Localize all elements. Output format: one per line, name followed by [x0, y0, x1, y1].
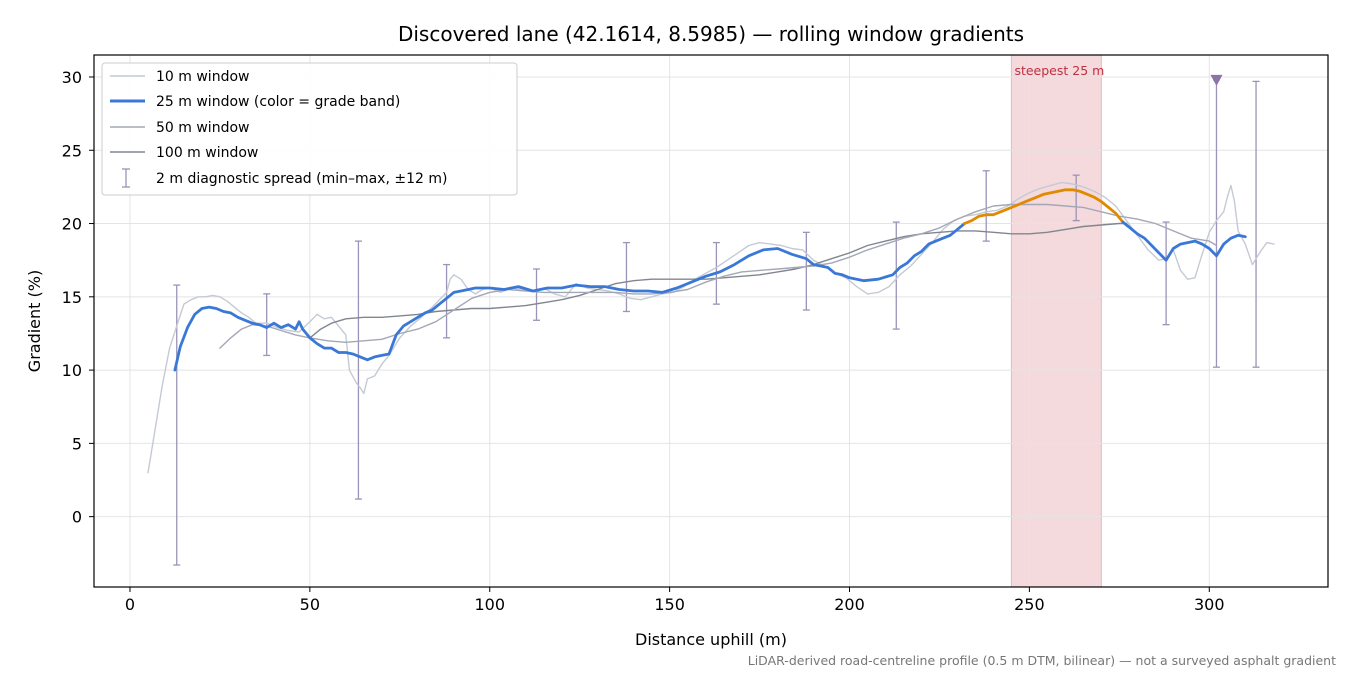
series-25m-window-steep	[963, 188, 1125, 225]
x-tick-label: 0	[125, 595, 135, 614]
legend-label-100m: 100 m window	[156, 145, 258, 161]
x-tick-label: 50	[300, 595, 320, 614]
errorbar	[443, 263, 451, 339]
steepest-band-layer	[1010, 54, 1102, 588]
footnote: LiDAR-derived road-centreline profile (0…	[748, 653, 1336, 668]
marker-layer	[1210, 74, 1223, 86]
y-axis-label: Gradient (%)	[25, 270, 44, 372]
plot-frame	[93, 54, 1329, 588]
errorbar	[354, 240, 362, 500]
series-10m-window	[147, 181, 1275, 474]
y-axis-ticks: 0 5 10 15 20 25 30	[62, 68, 94, 527]
y-tick-label: 25	[62, 141, 82, 160]
legend-label-10m: 10 m window	[156, 69, 249, 85]
errorbar	[622, 241, 630, 313]
y-tick-label: 5	[72, 434, 82, 453]
steepest-band-label: steepest 25 m	[1014, 63, 1104, 78]
series-25m-window-tail	[1121, 220, 1247, 262]
legend-box	[101, 62, 518, 196]
y-tick-label: 20	[62, 215, 82, 234]
y-tick-label: 30	[62, 68, 82, 87]
errorbar	[173, 284, 181, 566]
errorbar	[263, 293, 271, 357]
x-tick-label: 100	[474, 595, 505, 614]
chart-title: Discovered lane (42.1614, 8.5985) — roll…	[398, 22, 1024, 46]
x-axis-label: Distance uphill (m)	[635, 630, 787, 649]
peak-marker-triangle	[1210, 74, 1223, 86]
series-25m-window	[173, 222, 966, 372]
y-tick-label: 10	[62, 361, 82, 380]
legend-label-25m: 25 m window (color = grade band)	[156, 94, 400, 110]
legend-label-50m: 50 m window	[156, 120, 249, 136]
error-bars-layer	[173, 79, 1260, 566]
series-lines-layer	[147, 181, 1275, 474]
errorbar	[1162, 221, 1170, 326]
errorbar	[982, 170, 990, 242]
y-tick-label: 0	[72, 508, 82, 527]
legend-label-errorbar: 2 m diagnostic spread (min–max, ±12 m)	[156, 171, 447, 187]
x-tick-label: 200	[834, 595, 865, 614]
steepest-band	[1010, 54, 1102, 588]
series-50m-window	[219, 203, 1218, 349]
series-100m-window	[309, 222, 1128, 339]
errorbar	[1252, 80, 1260, 368]
legend: 10 m window 25 m window (color = grade b…	[101, 62, 518, 196]
y-tick-label: 15	[62, 288, 82, 307]
x-axis-ticks: 0 50 100 150 200 250 300	[125, 587, 1225, 614]
errorbar	[1072, 174, 1080, 222]
errorbar	[533, 268, 541, 321]
x-tick-label: 300	[1194, 595, 1225, 614]
x-tick-label: 150	[654, 595, 685, 614]
x-tick-label: 250	[1014, 595, 1045, 614]
errorbar	[802, 231, 810, 311]
legend-swatch-errorbar	[122, 168, 130, 188]
